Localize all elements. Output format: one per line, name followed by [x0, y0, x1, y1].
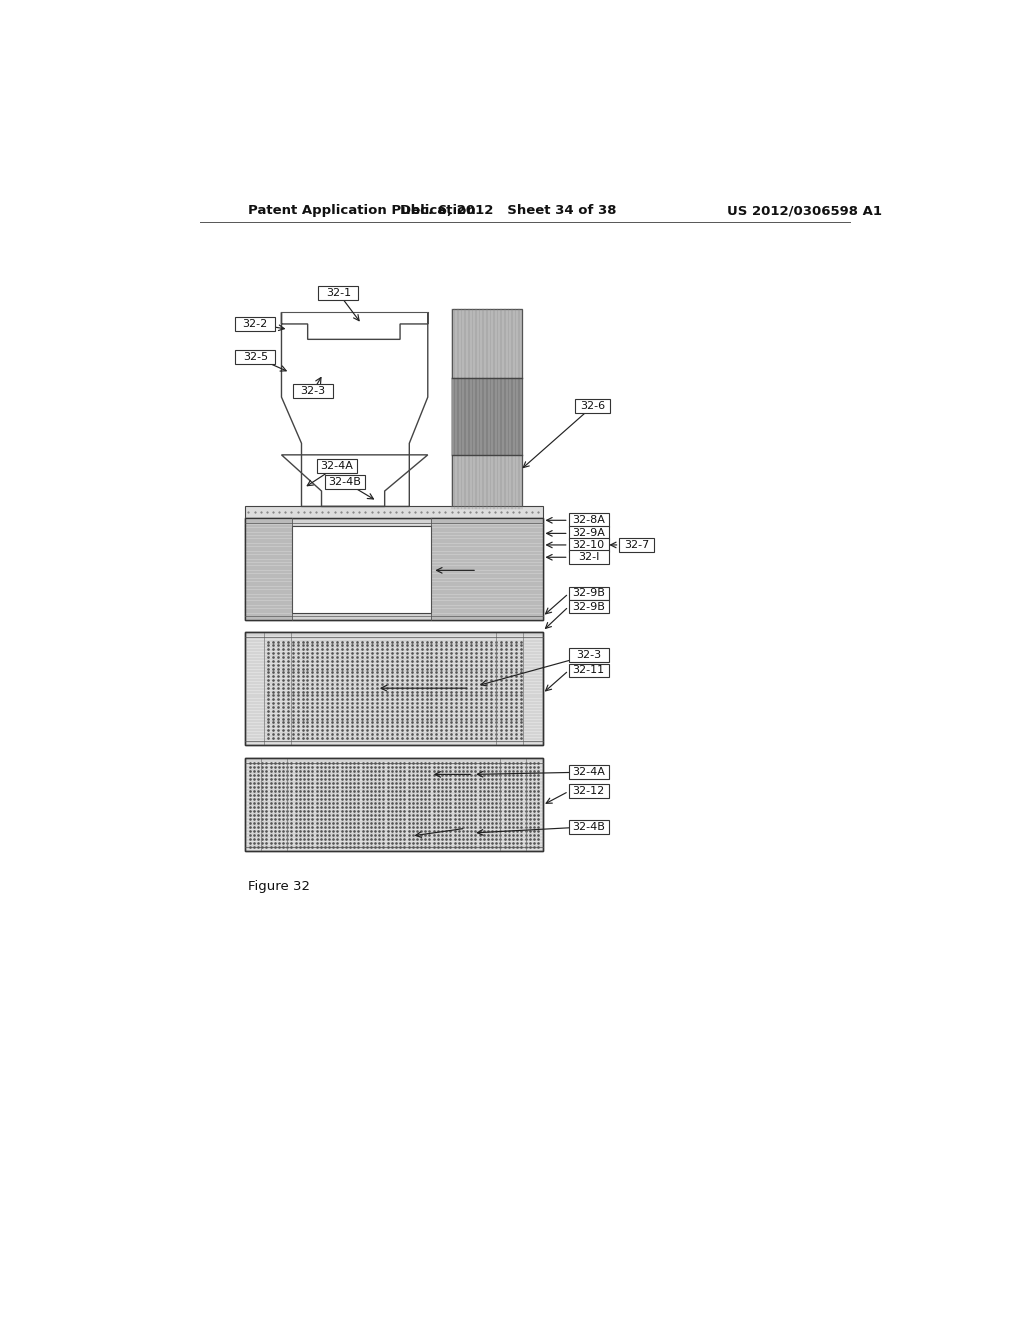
Bar: [568, 820, 608, 834]
Text: Patent Application Publication: Patent Application Publication: [248, 205, 475, 218]
Bar: [568, 513, 608, 527]
Bar: [568, 599, 608, 614]
Text: 32-9A: 32-9A: [572, 528, 605, 539]
Bar: [245, 517, 543, 620]
Bar: [568, 550, 608, 564]
Text: 32-9B: 32-9B: [572, 589, 605, 598]
Bar: [293, 384, 333, 397]
Bar: [292, 527, 431, 612]
Text: 32-9B: 32-9B: [572, 602, 605, 611]
Text: 32-12: 32-12: [572, 787, 605, 796]
Bar: [453, 309, 521, 508]
Bar: [568, 664, 608, 677]
Bar: [245, 507, 543, 517]
Text: 32-3: 32-3: [300, 385, 326, 396]
Text: 32-3: 32-3: [577, 649, 601, 660]
Bar: [245, 758, 543, 851]
Text: 32-5: 32-5: [243, 352, 268, 362]
Text: 32-4A: 32-4A: [572, 767, 605, 777]
Bar: [245, 632, 543, 744]
Bar: [245, 632, 543, 744]
Bar: [568, 539, 608, 552]
Text: US 2012/0306598 A1: US 2012/0306598 A1: [727, 205, 882, 218]
Bar: [236, 317, 275, 331]
Bar: [453, 378, 521, 455]
Text: 32-6: 32-6: [580, 401, 605, 412]
Bar: [316, 459, 357, 474]
Bar: [620, 539, 653, 552]
Text: 32-1: 32-1: [326, 288, 351, 298]
Text: Dec. 6, 2012   Sheet 34 of 38: Dec. 6, 2012 Sheet 34 of 38: [399, 205, 616, 218]
Bar: [245, 517, 543, 620]
Bar: [318, 286, 358, 300]
Text: 32-4B: 32-4B: [328, 477, 361, 487]
Bar: [245, 517, 292, 620]
Text: 32-4B: 32-4B: [572, 822, 605, 832]
Bar: [568, 648, 608, 663]
Bar: [575, 400, 610, 413]
Text: 32-I: 32-I: [578, 552, 599, 562]
Bar: [568, 766, 608, 779]
Text: 32-7: 32-7: [624, 540, 649, 550]
Text: 32-2: 32-2: [243, 319, 268, 329]
Text: 32-8A: 32-8A: [572, 515, 605, 525]
Text: Figure 32: Figure 32: [248, 879, 309, 892]
Bar: [325, 475, 365, 488]
Bar: [431, 517, 543, 620]
Bar: [245, 758, 543, 851]
Text: 32-10: 32-10: [572, 540, 605, 550]
Bar: [568, 586, 608, 601]
Text: 32-4A: 32-4A: [321, 462, 353, 471]
Bar: [236, 350, 275, 364]
Bar: [568, 527, 608, 540]
Bar: [568, 784, 608, 799]
Text: 32-11: 32-11: [572, 665, 605, 676]
